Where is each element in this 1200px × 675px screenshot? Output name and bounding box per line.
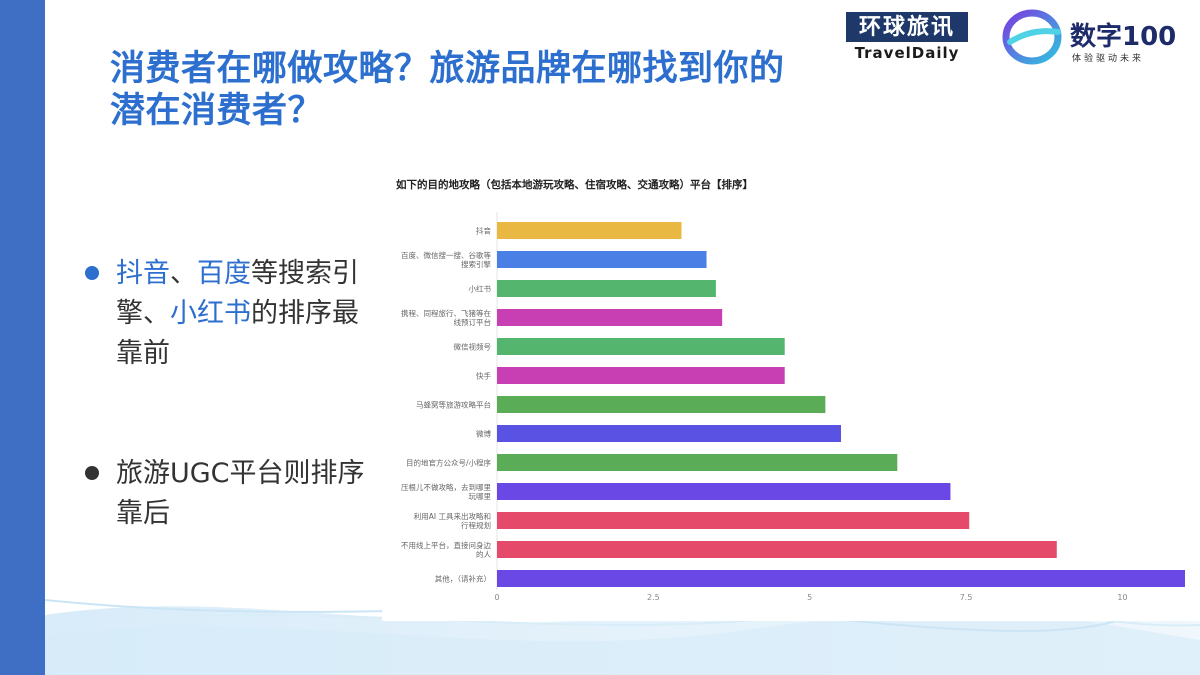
- chart-x-tick-label: 2.5: [647, 593, 660, 602]
- bullet-dot-icon: [85, 266, 99, 280]
- chart-x-tick-label: 10: [1117, 593, 1127, 602]
- highlight-douyin: 抖音: [116, 258, 170, 289]
- left-accent-strip: [0, 0, 45, 675]
- chart-bar: [497, 396, 826, 413]
- shuzi100-logo-name: 数字100: [1070, 22, 1177, 52]
- chart-bar: [497, 454, 898, 471]
- chart-x-tick-label: 7.5: [960, 593, 973, 602]
- slide-title: 消费者在哪做攻略？旅游品牌在哪找到你的潜在消费者？: [110, 49, 785, 131]
- travel-daily-logo: 环球旅讯 TravelDaily: [846, 12, 968, 66]
- chart-category-label: 百度、微信搜一搜、谷歌等搜索引擎: [401, 250, 491, 269]
- chart-x-tick-label: 0: [494, 593, 499, 602]
- shuzi100-logo-slogan: 体验驱动未来: [1072, 54, 1145, 64]
- bullet-text: 、: [170, 258, 197, 289]
- travel-daily-logo-en: TravelDaily: [854, 44, 960, 62]
- highlight-baidu: 百度: [197, 258, 251, 289]
- bullet-list: 抖音、百度等搜索引擎、小红书的排序最靠前 旅游UGC平台则排序靠后: [84, 254, 374, 534]
- chart-bar: [497, 570, 1185, 587]
- bullet-text: 等搜索引擎、: [116, 258, 359, 329]
- chart-title: 如下的目的地攻略（包括本地游玩攻略、住宿攻略、交通攻略）平台【排序】: [396, 179, 753, 191]
- chart-category-label: 抖音: [476, 226, 491, 236]
- chart-bar: [497, 483, 951, 500]
- bar-chart: 抖音百度、微信搜一搜、谷歌等搜索引擎小红书携程、同程旅行、飞猪等在线预订平台微信…: [401, 212, 1185, 602]
- bullet-item-ugc-ranking: 旅游UGC平台则排序靠后: [84, 454, 374, 534]
- travel-daily-logo-cn: 环球旅讯: [846, 12, 968, 42]
- highlight-xiaohongshu: 小红书: [170, 298, 251, 329]
- bullet-text: 旅游UGC平台则排序靠后: [116, 458, 365, 529]
- shuzi100-logo-icon: [1002, 9, 1062, 65]
- chart-bar: [497, 425, 841, 442]
- shuzi100-logo: 数字100 体验驱动未来: [1000, 8, 1195, 68]
- chart-category-label: 压根儿不做攻略，去到哪里玩哪里: [401, 482, 491, 501]
- chart-bar: [497, 309, 723, 326]
- chart-category-label: 微信视频号: [454, 342, 492, 352]
- chart-bar: [497, 512, 970, 529]
- chart-bar: [497, 338, 785, 355]
- chart-category-label: 微博: [476, 429, 491, 439]
- bullet-item-search-ranking: 抖音、百度等搜索引擎、小红书的排序最靠前: [84, 254, 374, 374]
- chart-bar: [497, 367, 785, 384]
- bullet-dot-icon: [85, 466, 99, 480]
- chart-category-label: 小红书: [469, 284, 492, 294]
- chart-category-label: 携程、同程旅行、飞猪等在线预订平台: [401, 308, 491, 327]
- chart-category-label: 不用线上平台，直接问身边的人: [401, 540, 491, 559]
- bullet-text: 的排序最靠前: [116, 298, 359, 369]
- chart-bar: [497, 222, 682, 239]
- chart-bar: [497, 251, 707, 268]
- chart-x-tick-label: 5: [807, 593, 812, 602]
- chart-bar: [497, 541, 1057, 558]
- chart-category-label: 快手: [476, 371, 491, 381]
- chart-bar: [497, 280, 716, 297]
- chart-category-label: 目的地官方公众号/小程序: [406, 458, 492, 468]
- chart-category-label: 其他，（请补充）: [435, 574, 491, 584]
- chart-category-label: 马蜂窝等旅游攻略平台: [416, 400, 491, 410]
- chart-category-label: 利用AI 工具来出攻略和行程规划: [414, 511, 491, 530]
